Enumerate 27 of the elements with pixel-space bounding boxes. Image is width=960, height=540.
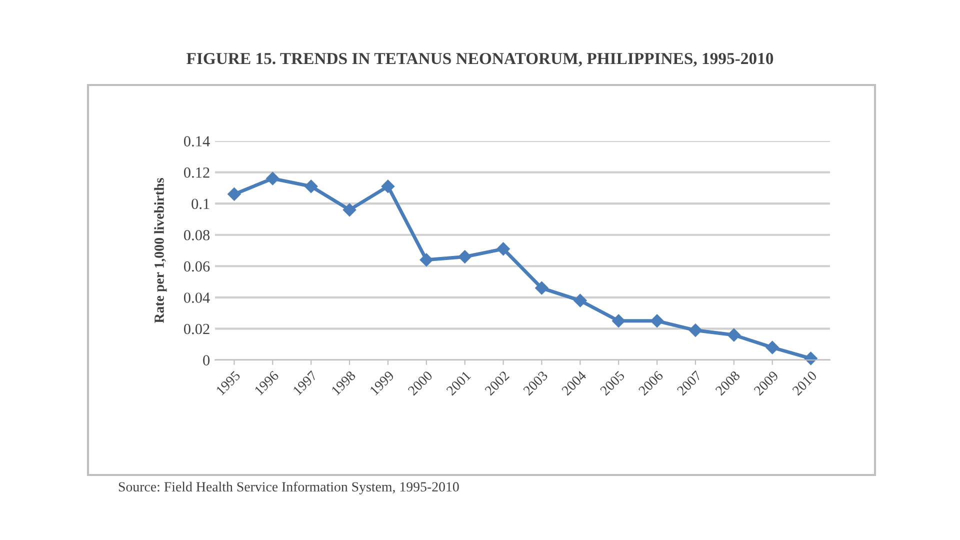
source-note: Source: Field Health Service Information System, 1995-2010 bbox=[118, 482, 459, 494]
point bbox=[612, 314, 626, 328]
point bbox=[420, 253, 433, 266]
y-tick-label: 0.06 bbox=[184, 261, 210, 272]
y-tick-label: 0.04 bbox=[184, 292, 210, 303]
y-tick-label: 0.02 bbox=[184, 324, 210, 334]
y-tick-label: 0.12 bbox=[184, 167, 210, 178]
y-axis-title: Rate per 1,000 livebirths bbox=[154, 178, 167, 324]
point bbox=[535, 281, 548, 295]
y-tick-label: 0.14 bbox=[184, 136, 210, 147]
point bbox=[381, 180, 395, 193]
point bbox=[266, 172, 280, 186]
point bbox=[727, 328, 740, 342]
y-tick-label: 0.08 bbox=[184, 230, 210, 240]
point bbox=[342, 203, 356, 216]
y-tick-label: 0 bbox=[203, 355, 210, 366]
point bbox=[650, 314, 664, 328]
chart-title: FIGURE 15. TRENDS IN TETANUS NEONATORUM, PHILIPPINES, 1995-2010 bbox=[186, 52, 774, 67]
point bbox=[228, 188, 241, 201]
point bbox=[304, 180, 318, 193]
point bbox=[766, 340, 779, 354]
point bbox=[458, 250, 472, 264]
y-tick-label: 0.1 bbox=[192, 198, 210, 210]
point bbox=[688, 324, 702, 337]
point bbox=[574, 294, 587, 308]
point bbox=[496, 242, 510, 256]
point bbox=[804, 352, 818, 366]
